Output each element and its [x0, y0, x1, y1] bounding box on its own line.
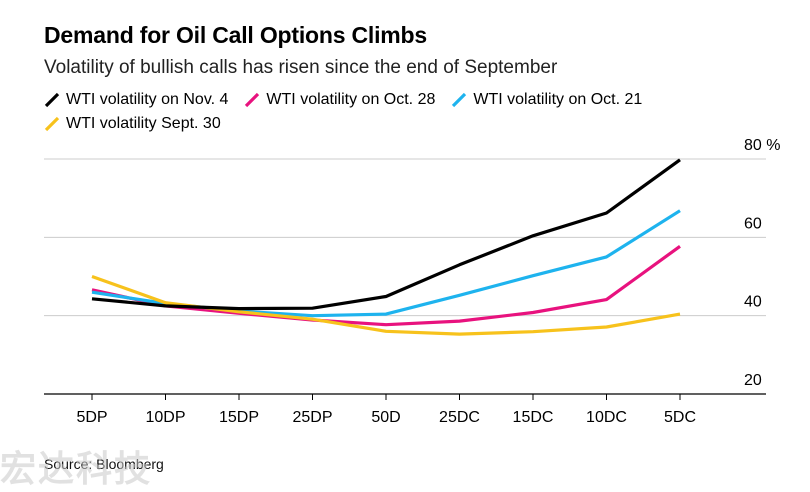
legend-label-nov-4: WTI volatility on Nov. 4: [66, 91, 229, 108]
y-tick-label: 40: [744, 294, 762, 311]
series-line-2: [91, 209, 681, 318]
legend-item-nov-4: WTI volatility on Nov. 4: [44, 91, 228, 109]
y-tick-label: 60: [744, 215, 762, 232]
x-tick-label: 15DP: [219, 409, 259, 426]
legend-label-oct-28: WTI volatility on Oct. 28: [266, 91, 436, 108]
legend-item-oct-28: WTI volatility on Oct. 28: [244, 91, 435, 109]
legend-swatch-oct-28: [245, 92, 260, 108]
x-tick-label: 5DC: [664, 409, 696, 426]
x-tick-label: 25DC: [439, 409, 480, 426]
legend-row: WTI volatility Sept. 30: [44, 112, 744, 136]
x-tick-label: 5DP: [76, 409, 107, 426]
legend-swatch-nov-4: [44, 92, 60, 108]
legend-label-oct-21: WTI volatility on Oct. 21: [473, 91, 643, 108]
legend-item-sept-30: WTI volatility Sept. 30: [44, 115, 221, 133]
source-note: Source: Bloomberg: [44, 456, 164, 472]
x-tick-label: 25DP: [292, 409, 332, 426]
y-tick-label: 20: [744, 372, 762, 389]
legend-label-sept-30: WTI volatility Sept. 30: [66, 115, 221, 132]
chart-title: Demand for Oil Call Options Climbs: [44, 22, 427, 48]
x-tick-label: 15DC: [513, 409, 554, 426]
legend-swatch-sept-30: [44, 116, 60, 132]
watermark: 宏达科技: [0, 449, 153, 490]
x-tick-label: 10DP: [145, 409, 185, 426]
legend-swatch-oct-21: [452, 92, 467, 108]
chart-legend: WTI volatility on Nov. 4 WTI volatility …: [44, 88, 744, 136]
x-tick-label: 50D: [371, 409, 400, 426]
line-chart: 20 40 60 80 % 5DP 10DP 15DP 25DP 50D 25DC 15DC 10DC…: [44, 137, 780, 426]
x-tick-label: 10DC: [586, 409, 627, 426]
legend-item-oct-21: WTI volatility on Oct. 21: [451, 91, 642, 109]
y-tick-label: 80 %: [744, 137, 780, 154]
chart-subtitle: Volatility of bullish calls has risen si…: [44, 57, 558, 78]
series-line-0: [91, 158, 681, 311]
legend-row: WTI volatility on Nov. 4 WTI volatility …: [44, 88, 744, 112]
